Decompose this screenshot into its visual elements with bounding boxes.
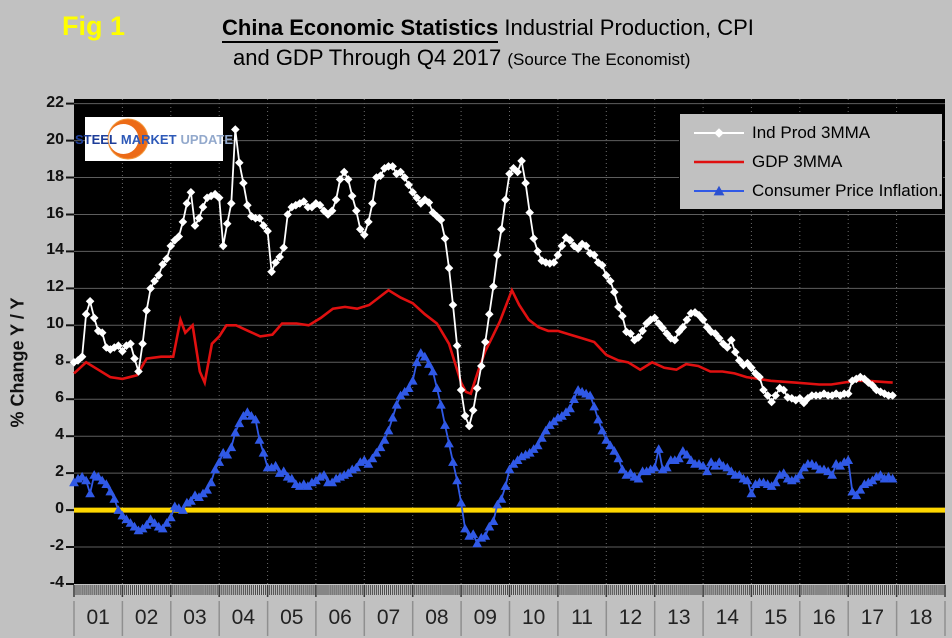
cpi-line-marker-icon <box>694 185 744 195</box>
y-tick-label: 8 <box>55 352 64 370</box>
chart-title-line2: and GDP Through Q4 2017 (Source The Econ… <box>233 45 690 71</box>
chart-title-main: China Economic Statistics <box>222 15 499 43</box>
logo-swoosh-icon <box>107 118 149 160</box>
gdp-line-icon <box>694 160 744 163</box>
y-tick-label: 10 <box>46 315 64 333</box>
x-tick-label: 04 <box>231 606 256 629</box>
steel-market-update-logo: STEEL MARKET UPDATE <box>75 117 233 161</box>
x-tick-label: 03 <box>183 606 207 629</box>
legend-label: Ind Prod 3MMA <box>752 122 871 142</box>
legend-label: GDP 3MMA <box>752 151 843 171</box>
legend-item-ind-prod: Ind Prod 3MMA <box>680 123 942 143</box>
legend-item-gdp: GDP 3MMA <box>680 152 942 172</box>
y-tick-label: -4 <box>49 574 64 591</box>
x-tick-label: 01 <box>86 606 110 629</box>
x-tick-label: 07 <box>376 606 401 629</box>
x-tick-label: 08 <box>425 606 449 629</box>
x-tick-label: 14 <box>715 606 739 629</box>
chart-legend: Ind Prod 3MMA GDP 3MMA Consumer Price In… <box>679 113 943 210</box>
x-tick-label: 15 <box>763 606 788 629</box>
logo-word-update: UPDATE <box>180 131 233 147</box>
y-tick-label: 12 <box>46 278 64 296</box>
x-tick-label: 05 <box>280 606 304 629</box>
chart-title-sub: Industrial Production, CPI <box>498 15 754 40</box>
x-tick-label: 16 <box>812 606 836 629</box>
x-tick-label: 02 <box>134 606 159 629</box>
y-tick-label: 4 <box>55 426 64 444</box>
x-tick-label: 09 <box>473 606 497 629</box>
legend-item-cpi: Consumer Price Inflation. <box>680 180 943 201</box>
y-tick-label: 14 <box>46 241 64 259</box>
chart-title-sub2: and GDP Through Q4 2017 <box>233 45 508 70</box>
y-tick-label: 22 <box>46 93 64 111</box>
ind-prod-line-marker-icon <box>694 127 744 138</box>
y-tick-label: 20 <box>46 130 64 148</box>
y-tick-label: 0 <box>55 500 64 518</box>
y-tick-label: 2 <box>55 463 64 481</box>
x-tick-label: 11 <box>571 606 593 629</box>
figure-number-label: Fig 1 <box>62 11 126 41</box>
x-tick-label: 18 <box>909 606 933 629</box>
logo-word-steel: STEEL <box>75 131 117 147</box>
y-tick-label: -2 <box>49 537 64 554</box>
source-note: (Source The Economist) <box>507 50 691 69</box>
y-tick-label: 18 <box>46 167 64 185</box>
x-tick-label: 17 <box>860 606 885 629</box>
logo-text: STEEL MARKET UPDATE <box>75 117 233 161</box>
y-tick-label: 16 <box>46 204 64 222</box>
logo-word-market: MARKET <box>120 131 177 147</box>
x-tick-label: 06 <box>328 606 352 629</box>
y-tick-label: 6 <box>55 389 64 407</box>
x-tick-label: 13 <box>667 606 691 629</box>
chart-title-line1: China Economic Statistics Industrial Pro… <box>222 15 754 43</box>
x-tick-label: 10 <box>522 606 546 629</box>
legend-label: Consumer Price Inflation. <box>752 180 943 200</box>
x-tick-label: 12 <box>618 606 643 629</box>
